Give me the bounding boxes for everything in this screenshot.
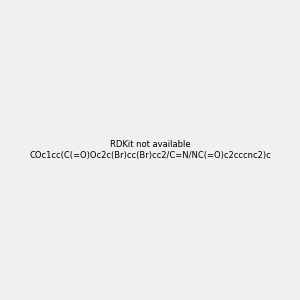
Text: RDKit not available
COc1cc(C(=O)Oc2c(Br)cc(Br)cc2/C=N/NC(=O)c2cccnc2)c: RDKit not available COc1cc(C(=O)Oc2c(Br)… — [29, 140, 271, 160]
